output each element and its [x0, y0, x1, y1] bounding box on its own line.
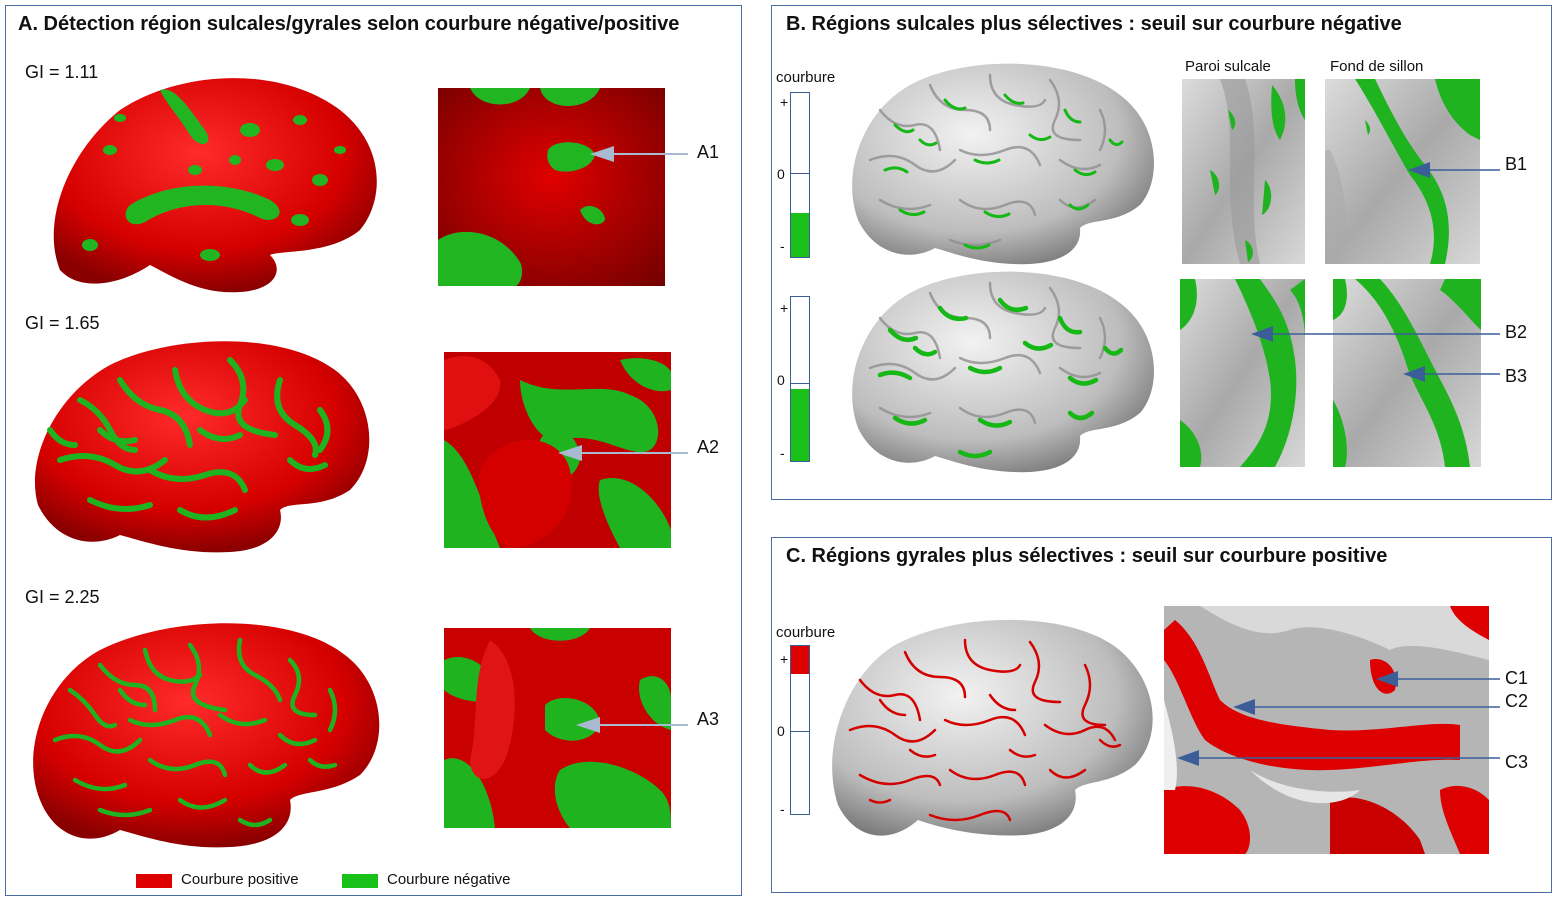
legend-swatch-positive [136, 874, 172, 888]
brain-gi-1-11 [53, 78, 377, 293]
scale-fill-negative [791, 213, 809, 257]
gi-label-3: GI = 2.25 [25, 587, 100, 607]
tick-minus: - [780, 238, 785, 254]
brain-gi-2-25 [33, 623, 380, 848]
panel-c-scale-label: courbure [776, 624, 836, 641]
marker-b1: B1 [1505, 154, 1528, 174]
tick-minus: - [780, 801, 785, 817]
marker-a1: A1 [697, 142, 720, 162]
zoom-a2 [444, 352, 671, 548]
zoom-c [1164, 606, 1489, 854]
legend-label-negative: Courbure négative [387, 871, 511, 888]
gi-label-2: GI = 1.65 [25, 313, 100, 333]
brain-b-top [852, 63, 1154, 265]
tick-minus: - [780, 445, 785, 461]
col-header-fundus: Fond de sillon [1330, 58, 1424, 75]
marker-a2: A2 [697, 437, 720, 457]
gi-label-1: GI = 1.11 [25, 62, 99, 82]
zoom-sulcal-wall-top [1182, 79, 1305, 264]
legend-label-positive: Courbure positive [181, 871, 299, 888]
brain-c [832, 619, 1153, 836]
brain-gi-1-65 [34, 341, 370, 553]
scale-bar-c [790, 645, 810, 815]
tick-plus: + [780, 651, 789, 667]
tick-plus: + [780, 300, 789, 316]
brain-b-bottom [852, 271, 1154, 473]
zoom-a3 [444, 628, 671, 828]
marker-b2: B2 [1505, 322, 1528, 342]
marker-c2: C2 [1505, 691, 1529, 711]
tick-zero: 0 [777, 372, 785, 388]
tick-zero: 0 [777, 166, 785, 182]
legend-swatch-negative [342, 874, 378, 888]
zoom-fundus-top [1325, 79, 1480, 264]
tick-zero: 0 [777, 723, 785, 739]
zoom-sulcal-wall-bottom [1180, 279, 1305, 467]
marker-a3: A3 [697, 709, 720, 729]
col-header-wall: Paroi sulcale [1185, 58, 1271, 75]
marker-c3: C3 [1505, 752, 1529, 772]
panel-b-title: B. Régions sulcales plus sélectives : se… [786, 13, 1402, 35]
scale-bar-b-top [790, 92, 810, 258]
panel-b-scale-label: courbure [776, 69, 836, 86]
marker-c1: C1 [1505, 668, 1529, 688]
panel-a-title: A. Détection région sulcales/gyrales sel… [18, 13, 680, 35]
panel-a-arrows [580, 153, 688, 726]
tick-plus: + [780, 94, 789, 110]
scale-bar-b-bottom [790, 296, 810, 462]
scale-fill-positive [791, 646, 809, 674]
zoom-a1 [438, 88, 665, 286]
marker-b3: B3 [1505, 366, 1528, 386]
panel-c-title: C. Régions gyrales plus sélectives : seu… [786, 545, 1388, 567]
scale-fill-negative [791, 389, 809, 461]
